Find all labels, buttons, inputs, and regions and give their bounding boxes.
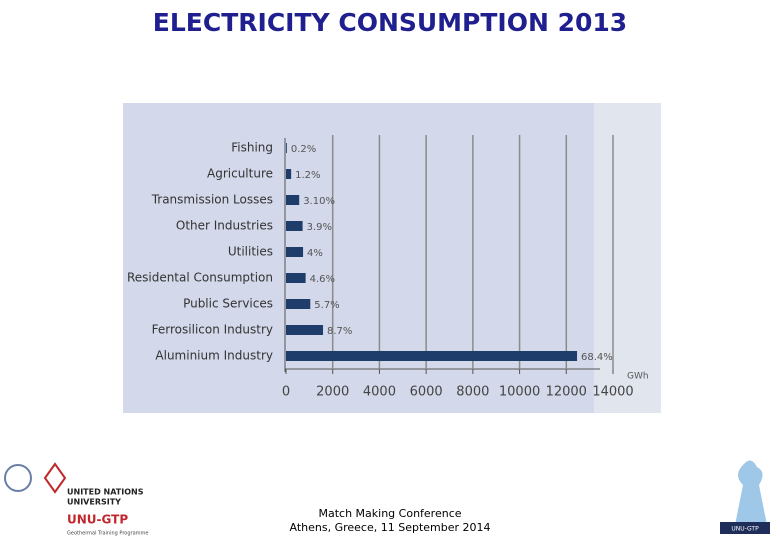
right-logo [735,460,767,525]
right-logo-text: UNU-GTP [731,526,759,533]
bar [286,169,292,179]
data-label: 4% [307,248,323,259]
x-tick-label: 10000 [499,385,540,400]
y-tick-label: Public Services [183,297,273,311]
footer-event: Match Making Conference [318,507,461,520]
bar [286,351,578,361]
x-tick-label: 14000 [592,385,633,400]
x-tick-label: 4000 [363,385,396,400]
data-label: 5.7% [314,300,339,311]
bar [286,143,287,153]
y-tick-label: Ferrosilicon Industry [152,323,273,337]
y-tick-label: Agriculture [207,167,273,181]
y-tick-label: Transmission Losses [151,193,273,207]
x-tick-label: 8000 [456,385,489,400]
x-axis-label: GWh [627,372,649,382]
chart-title: ELECTRICITY CONSUMPTION 2013 [153,8,627,37]
logo-line1: UNITED NATIONS [67,488,144,497]
data-label: 3.9% [307,222,332,233]
y-tick-label: Residental Consumption [127,271,273,285]
bar [286,325,324,335]
plot-panel-inner [123,103,594,413]
x-tick-label: 12000 [546,385,587,400]
y-tick-label: Fishing [231,141,273,155]
logo-line2: UNIVERSITY [67,498,121,507]
y-tick-label: Utilities [228,245,273,259]
footer-date: Athens, Greece, 11 September 2014 [289,521,490,534]
bar [286,299,311,309]
bar [286,273,306,283]
logo-program: UNU-GTP [67,513,128,527]
data-label: 4.6% [310,274,335,285]
y-tick-label: Aluminium Industry [155,349,273,363]
bar [286,247,304,257]
data-label: 0.2% [291,144,316,155]
un-emblem [4,464,32,492]
data-label: 1.2% [295,170,320,181]
x-tick-label: 6000 [410,385,443,400]
y-tick-label: Other Industries [176,219,273,233]
unu-emblem [43,462,67,494]
bar [286,195,300,205]
right-logo-base [720,522,770,534]
data-label: 8.7% [327,326,352,337]
data-label: 3.10% [303,196,335,207]
data-label: 68.4% [581,352,613,363]
x-tick-label: 0 [282,385,290,400]
logo-program-full: Geothermal Training Programme [67,531,148,537]
bar [286,221,303,231]
x-tick-label: 2000 [316,385,349,400]
